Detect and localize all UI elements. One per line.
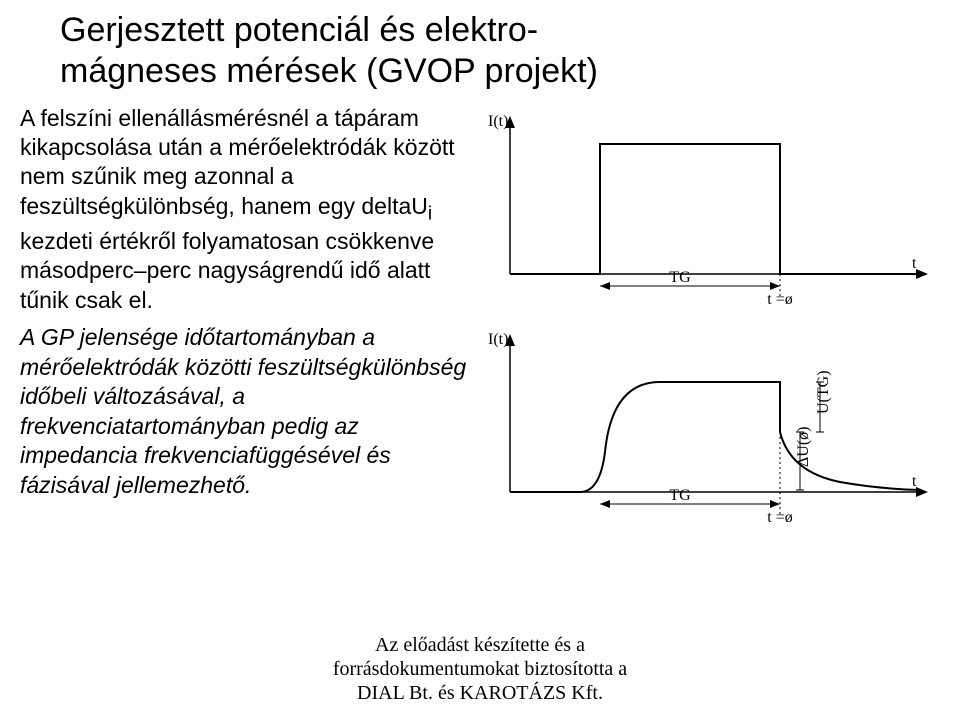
chart1-y-label: I(t) [488,113,508,130]
columns: A felszíni ellenállásmérésnél a tápáram … [20,104,940,522]
footer-line-1: Az előadást készítette és a [0,633,960,657]
footer-line-3: DIAL Bt. és KAROTÁZS Kft. [0,681,960,705]
chart1-t0-label: t =ø [767,291,792,304]
para2-text: A GP jelensége időtartományban a mérőele… [20,324,466,497]
paragraph-2: A GP jelensége időtartományban a mérőele… [20,323,480,500]
chart-voltage-decay: I(t) t TG t =ø ΔU(ø) U(TG) [480,322,940,522]
page: Gerjesztett potenciál és elektro- mágnes… [0,0,960,711]
paragraph-1: A felszíni ellenállásmérésnél a tápáram … [20,104,480,316]
para1-subscript: i [428,204,432,225]
para1-part2: kezdeti értékről folyamatosan csökkenve … [20,228,434,313]
chart2-x-label: t [912,473,917,490]
chart2-y-label: I(t) [488,331,508,348]
footer: Az előadást készítette és a forrásdokume… [0,633,960,705]
chart-column: I(t) t TG t =ø [480,104,940,522]
chart2-UTG-label: U(TG) [815,370,832,414]
chart2-t0-label: t =ø [767,509,792,522]
footer-line-2: forrásdokumentumokat biztosította a [0,657,960,681]
chart2-tg-label: TG [669,487,691,504]
chart2-deltaU-label: ΔU(ø) [795,426,812,467]
chart1-x-label: t [912,255,917,272]
title-line-2: mágneses mérések (GVOP projekt) [60,52,598,90]
para1-part1: A felszíni ellenállásmérésnél a tápáram … [20,105,455,219]
page-title: Gerjesztett potenciál és elektro- mágnes… [60,10,940,92]
chart-current-pulse: I(t) t TG t =ø [480,104,940,304]
title-line-1: Gerjesztett potenciál és elektro- [60,11,538,49]
chart1-tg-label: TG [669,269,691,286]
text-column: A felszíni ellenállásmérésnél a tápáram … [20,104,480,508]
